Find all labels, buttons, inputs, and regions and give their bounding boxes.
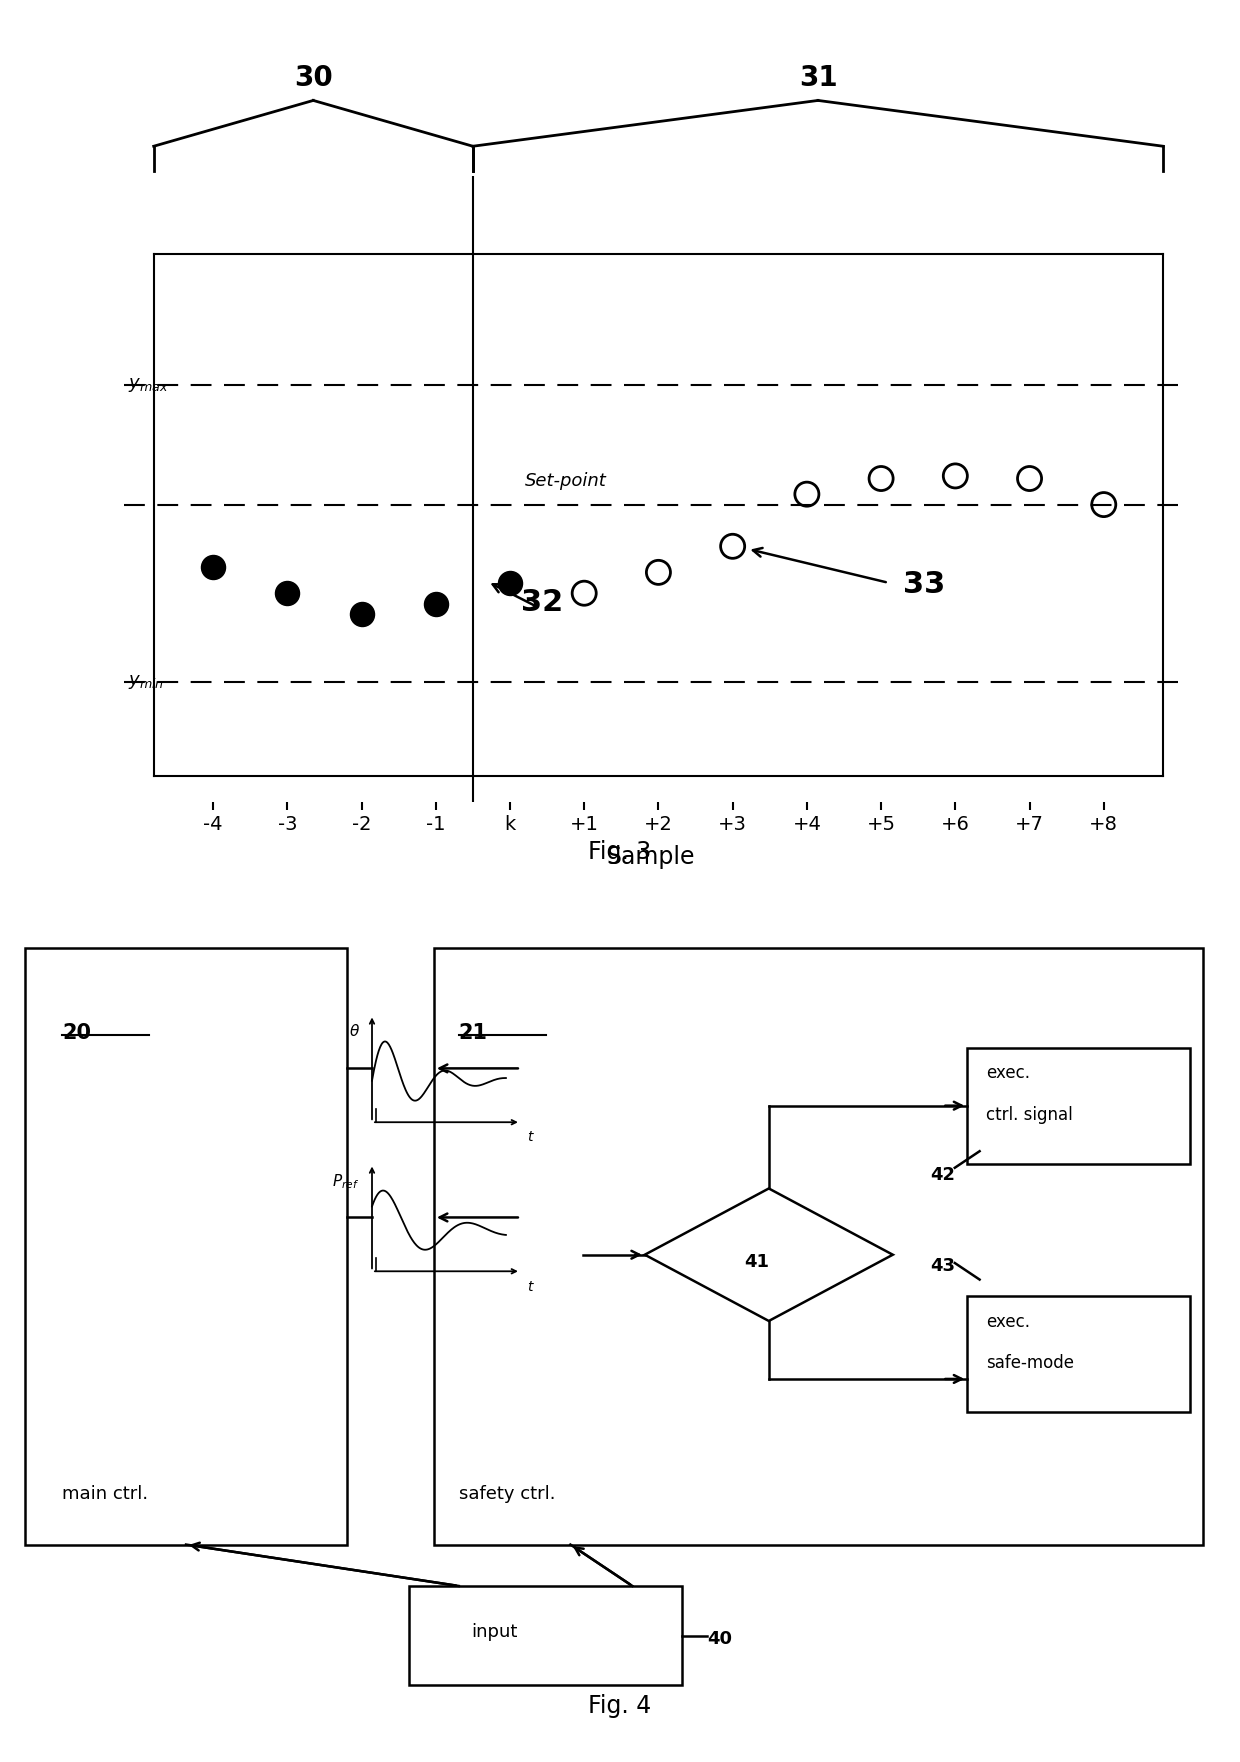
Text: Fig. 4: Fig. 4 bbox=[588, 1693, 652, 1718]
Text: safety ctrl.: safety ctrl. bbox=[459, 1485, 556, 1503]
Text: main ctrl.: main ctrl. bbox=[62, 1485, 148, 1503]
Text: ctrl. signal: ctrl. signal bbox=[986, 1107, 1073, 1124]
Polygon shape bbox=[645, 1189, 893, 1322]
Text: 32: 32 bbox=[521, 589, 563, 617]
Point bbox=[278, 580, 298, 608]
Text: t: t bbox=[527, 1279, 532, 1293]
FancyBboxPatch shape bbox=[25, 948, 347, 1545]
Text: 43: 43 bbox=[930, 1258, 955, 1276]
Text: Set-point: Set-point bbox=[525, 472, 606, 490]
Text: Fig. 3: Fig. 3 bbox=[588, 840, 652, 865]
X-axis label: Sample: Sample bbox=[606, 846, 696, 869]
Text: 41: 41 bbox=[744, 1253, 769, 1272]
Text: 40: 40 bbox=[707, 1630, 732, 1647]
Text: $y_{max}$: $y_{max}$ bbox=[128, 375, 169, 393]
Text: 33: 33 bbox=[904, 571, 946, 599]
Text: input: input bbox=[471, 1623, 517, 1640]
Point bbox=[203, 553, 223, 581]
Point bbox=[945, 462, 965, 490]
Point bbox=[723, 532, 743, 560]
Point bbox=[1019, 465, 1039, 493]
Point bbox=[649, 559, 668, 587]
Text: 20: 20 bbox=[62, 1022, 91, 1043]
Point bbox=[872, 465, 892, 493]
FancyBboxPatch shape bbox=[967, 1297, 1190, 1411]
Text: safe-mode: safe-mode bbox=[986, 1353, 1074, 1373]
Text: 31: 31 bbox=[799, 63, 837, 92]
FancyBboxPatch shape bbox=[434, 948, 1203, 1545]
Text: exec.: exec. bbox=[986, 1064, 1029, 1082]
Text: $P_{ref}$: $P_{ref}$ bbox=[332, 1172, 360, 1191]
Text: exec.: exec. bbox=[986, 1313, 1029, 1330]
Text: $\theta$: $\theta$ bbox=[348, 1022, 360, 1040]
Point bbox=[1094, 490, 1114, 518]
Text: $y_{min}$: $y_{min}$ bbox=[128, 673, 164, 691]
Point bbox=[425, 590, 445, 618]
Point bbox=[574, 580, 594, 608]
FancyBboxPatch shape bbox=[409, 1586, 682, 1684]
Point bbox=[500, 569, 520, 597]
Text: 42: 42 bbox=[930, 1166, 955, 1184]
Text: 21: 21 bbox=[459, 1022, 487, 1043]
Point bbox=[797, 479, 817, 507]
Text: t: t bbox=[527, 1131, 532, 1145]
FancyBboxPatch shape bbox=[967, 1048, 1190, 1163]
Point bbox=[352, 599, 372, 629]
Text: 30: 30 bbox=[294, 63, 332, 92]
